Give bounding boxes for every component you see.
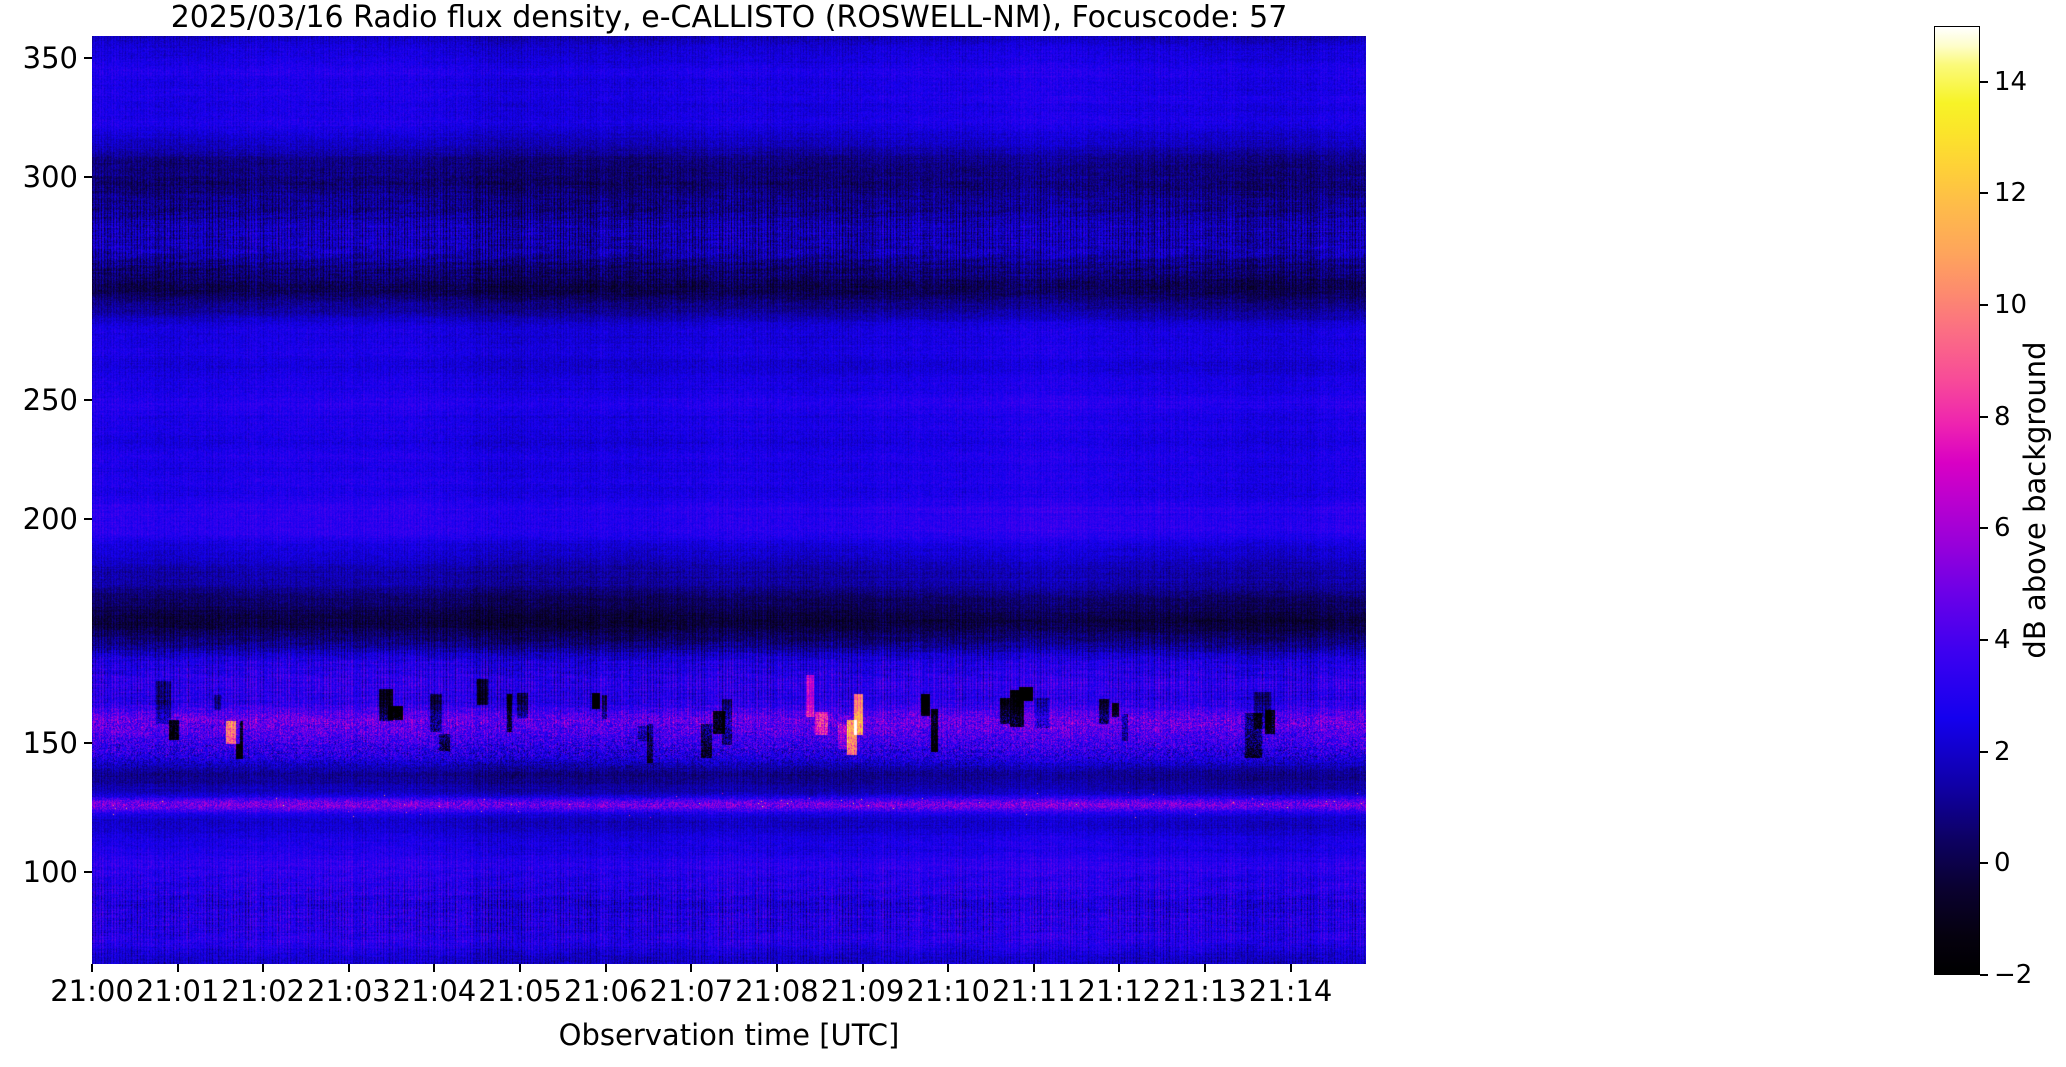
x-tick-label: 21:08 xyxy=(735,974,819,1008)
colorbar-tick-mark xyxy=(1980,527,1988,530)
x-tick-label: 21:13 xyxy=(1163,974,1247,1008)
x-tick-mark xyxy=(519,964,522,972)
y-tick-mark xyxy=(84,741,92,744)
x-tick-mark xyxy=(690,964,693,972)
page-title: 2025/03/16 Radio flux density, e-CALLIST… xyxy=(170,0,1288,35)
y-tick-label: 150 xyxy=(22,725,78,760)
x-tick-mark xyxy=(347,964,350,972)
colorbar[interactable]: −2 0 2 4 6 8 10 12 14 xyxy=(1934,26,2032,990)
x-tick-label: 21:02 xyxy=(221,974,306,1008)
x-tick-label: 21:09 xyxy=(820,974,905,1008)
colorbar-tick-mark xyxy=(1980,639,1988,642)
y-tick-label: 350 xyxy=(22,40,78,75)
x-tick-mark xyxy=(1032,964,1035,972)
x-tick-mark xyxy=(1203,964,1206,972)
x-tick-label: 21:05 xyxy=(478,974,562,1008)
y-tick-mark xyxy=(84,175,92,178)
spectrogram-image xyxy=(92,36,1366,964)
x-tick-mark xyxy=(433,964,436,972)
x-tick-label: 21:01 xyxy=(135,974,220,1008)
colorbar-tick-mark xyxy=(1980,862,1988,865)
colorbar-tick-label: 4 xyxy=(1994,625,2011,656)
colorbar-tick-label: 12 xyxy=(1994,178,2028,209)
x-tick-label: 21:07 xyxy=(649,974,734,1008)
spectrogram-plot-area[interactable] xyxy=(92,36,1366,964)
colorbar-tick-label: 6 xyxy=(1994,513,2011,544)
x-tick-label: 21:00 xyxy=(50,974,134,1008)
colorbar-tick-mark xyxy=(1980,304,1988,307)
x-tick-label: 21:11 xyxy=(991,974,1076,1008)
colorbar-tick-mark xyxy=(1980,415,1988,418)
x-axis-label: Observation time [UTC] xyxy=(558,1018,900,1052)
colorbar-tick-mark xyxy=(1980,80,1988,83)
x-tick-label: 21:14 xyxy=(1248,974,1333,1008)
x-tick-label: 21:10 xyxy=(906,974,990,1008)
y-tick-label: 300 xyxy=(22,159,78,194)
colorbar-tick-label: 0 xyxy=(1994,848,2011,879)
y-tick-mark xyxy=(84,518,92,521)
y-tick-label: 250 xyxy=(22,383,78,418)
x-tick-mark xyxy=(176,964,179,972)
x-tick-label: 21:06 xyxy=(563,974,648,1008)
x-tick-mark xyxy=(604,964,607,972)
y-tick-mark xyxy=(84,399,92,402)
x-tick-mark xyxy=(1289,964,1292,972)
y-tick-mark xyxy=(84,56,92,59)
x-tick-label: 21:04 xyxy=(392,974,477,1008)
x-tick-label: 21:03 xyxy=(307,974,391,1008)
colorbar-tick-mark xyxy=(1980,750,1988,753)
x-tick-mark xyxy=(91,964,93,972)
x-tick-mark xyxy=(1118,964,1121,972)
y-tick-mark xyxy=(84,871,92,874)
colorbar-label: dB above background xyxy=(2018,341,2052,659)
y-tick-label: 100 xyxy=(22,855,78,890)
x-tick-mark xyxy=(947,964,950,972)
colorbar-tick-label: −2 xyxy=(1994,960,2033,990)
colorbar-tick-label: 14 xyxy=(1994,66,2028,97)
x-tick-mark xyxy=(861,964,864,972)
x-tick-mark xyxy=(775,964,778,972)
colorbar-tick-mark xyxy=(1980,974,1988,976)
colorbar-tick-mark xyxy=(1980,192,1988,195)
y-tick-label: 200 xyxy=(22,502,78,537)
x-tick-mark xyxy=(262,964,265,972)
colorbar-tick-label: 8 xyxy=(1994,401,2011,432)
colorbar-gradient xyxy=(1934,26,1980,975)
colorbar-tick-label: 10 xyxy=(1994,290,2028,321)
x-tick-label: 21:12 xyxy=(1077,974,1162,1008)
colorbar-tick-label: 2 xyxy=(1994,736,2011,767)
